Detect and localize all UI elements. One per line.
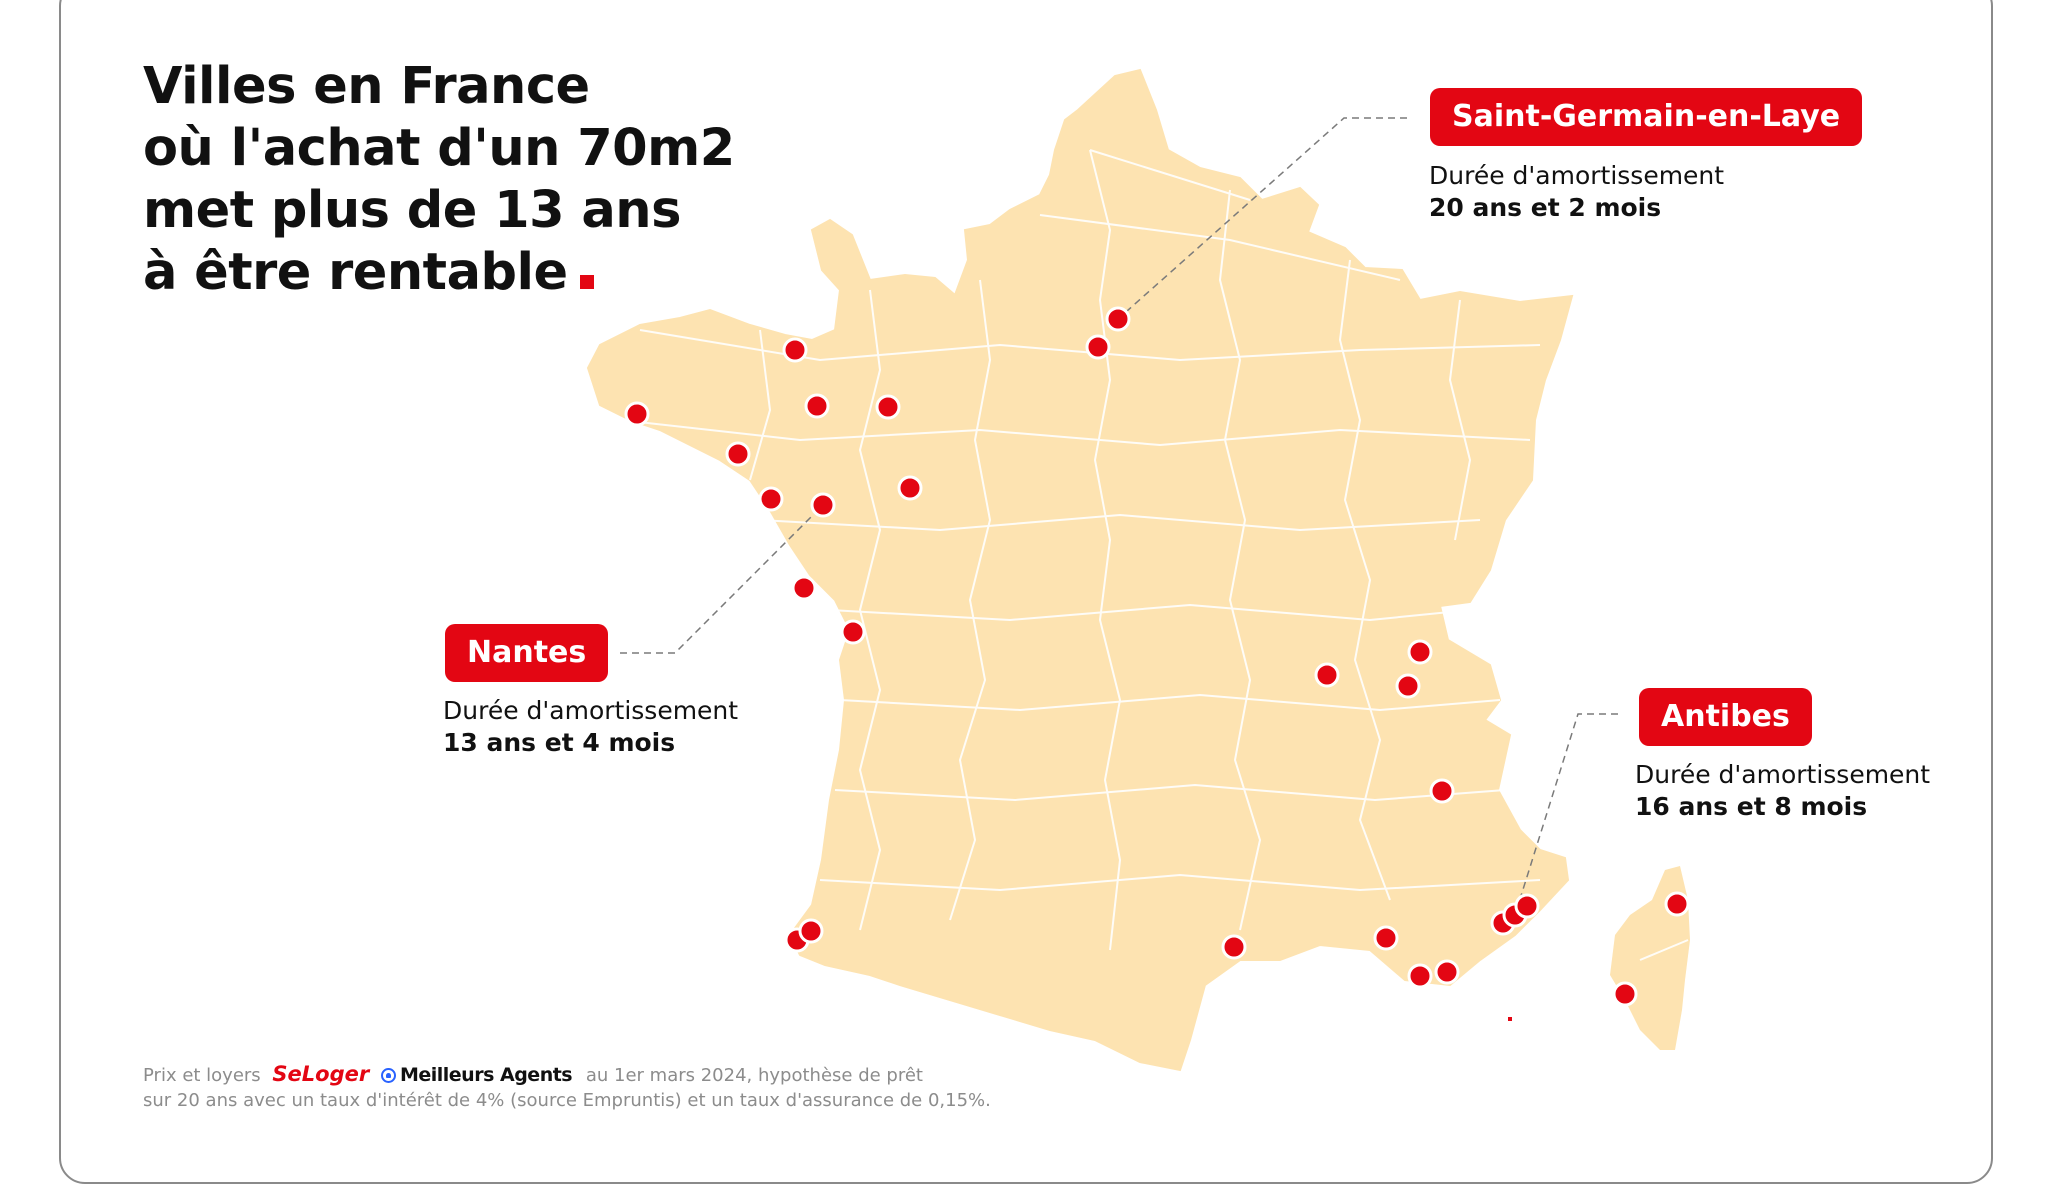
callout-label: Durée d'amortissement	[443, 696, 739, 725]
callout-value: 16 ans et 8 mois	[1635, 792, 1868, 821]
page-title: Villes en France où l'achat d'un 70m2 me…	[143, 56, 735, 304]
title-line-4-text: à être rentable	[143, 243, 568, 302]
callout-value: 13 ans et 4 mois	[443, 728, 676, 757]
leader-line-saint-germain	[1117, 117, 1407, 320]
city-marker[interactable]	[804, 393, 830, 419]
department-borders	[619, 149, 1689, 961]
seloger-logo: SeLoger	[272, 1062, 370, 1086]
callout-antibes: Durée d'amortissement 16 ans et 8 mois	[1635, 759, 1930, 823]
title-line-3: met plus de 13 ans	[143, 181, 681, 240]
city-marker[interactable]	[1221, 934, 1247, 960]
france-map	[586, 68, 1690, 1072]
city-badge-antibes: Antibes	[1639, 688, 1812, 746]
title-line-1: Villes en France	[143, 57, 590, 116]
callout-label: Durée d'amortissement	[1635, 760, 1931, 789]
city-marker[interactable]	[1664, 891, 1690, 917]
france-mainland-shape	[586, 68, 1574, 1072]
city-marker[interactable]	[1407, 639, 1433, 665]
city-marker[interactable]	[798, 918, 824, 944]
footnote-line-1-rest: au 1er mars 2024, hypothèse de prêt	[585, 1065, 923, 1086]
leader-line-antibes	[1514, 713, 1618, 916]
callout-value: 20 ans et 2 mois	[1429, 193, 1662, 222]
city-badge-nantes: Nantes	[445, 624, 609, 682]
city-markers	[624, 306, 1690, 1007]
source-footnote: Prix et loyers SeLoger Meilleurs Agents …	[143, 1062, 991, 1113]
city-marker[interactable]	[1612, 981, 1638, 1007]
footnote-line-2: sur 20 ans avec un taux d'intérêt de 4% …	[143, 1090, 991, 1111]
title-line-4: à être rentable	[143, 242, 735, 304]
city-marker[interactable]	[791, 575, 817, 601]
city-marker[interactable]	[1373, 925, 1399, 951]
small-red-mark	[1508, 1017, 1512, 1021]
city-marker-nantes[interactable]	[810, 492, 836, 518]
title-line-2: où l'achat d'un 70m2	[143, 119, 735, 178]
leader-line-nantes	[620, 504, 824, 654]
city-marker[interactable]	[624, 401, 650, 427]
city-marker[interactable]	[875, 394, 901, 420]
city-marker[interactable]	[1429, 778, 1455, 804]
callout-saint-germain-en-laye: Durée d'amortissement 20 ans et 2 mois	[1429, 160, 1724, 224]
city-marker[interactable]	[758, 486, 784, 512]
meilleurs-agents-logo-icon	[380, 1068, 396, 1083]
city-marker[interactable]	[1434, 959, 1460, 985]
leader-lines	[620, 117, 1618, 916]
callout-label: Durée d'amortissement	[1429, 161, 1725, 190]
footnote-line-1: Prix et loyers SeLoger Meilleurs Agents …	[143, 1062, 991, 1088]
city-marker-antibes[interactable]	[1514, 893, 1540, 919]
city-marker-saint-germain-en-laye[interactable]	[1105, 306, 1131, 332]
city-marker[interactable]	[840, 619, 866, 645]
meilleurs-agents-logo: Meilleurs Agents	[399, 1064, 573, 1086]
footnote-prefix: Prix et loyers	[143, 1065, 261, 1086]
city-marker[interactable]	[1314, 662, 1340, 688]
city-marker[interactable]	[1395, 673, 1421, 699]
city-badge-saint-germain-en-laye: Saint-Germain-en-Laye	[1430, 88, 1863, 146]
city-marker[interactable]	[725, 441, 751, 467]
city-marker[interactable]	[782, 337, 808, 363]
callout-nantes: Durée d'amortissement 13 ans et 4 mois	[443, 695, 738, 759]
red-square-dot-icon	[579, 275, 594, 289]
city-marker[interactable]	[1407, 963, 1433, 989]
city-marker[interactable]	[1085, 334, 1111, 360]
city-marker[interactable]	[897, 475, 923, 501]
